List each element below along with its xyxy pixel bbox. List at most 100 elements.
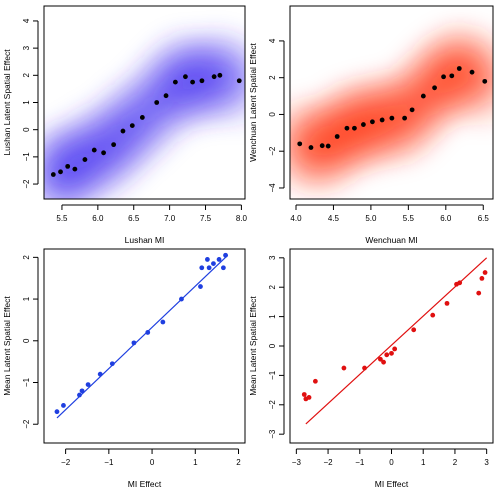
data-point xyxy=(97,371,103,377)
data-point xyxy=(72,166,78,172)
data-point xyxy=(344,125,350,131)
data-point xyxy=(301,392,307,397)
data-point xyxy=(50,172,56,177)
x-tick-label: 1 xyxy=(193,458,198,467)
x-tick-label: 5.0 xyxy=(365,214,377,223)
data-points xyxy=(54,252,228,415)
plot-frame xyxy=(289,5,494,200)
data-point xyxy=(61,403,66,408)
y-axis: −2 −1 0 1 2 3 4 Lushan Latent Spatial Effect xyxy=(2,18,39,189)
y-tick-label: −2 xyxy=(268,400,277,410)
data-point xyxy=(430,312,436,318)
y-axis: −4 −2 0 2 4 Wenchuan Latent Spatial Effect xyxy=(248,38,285,193)
y-tick-label: 2 xyxy=(268,75,277,80)
data-point xyxy=(369,119,375,125)
data-point xyxy=(77,392,82,398)
x-tick-label: 6.5 xyxy=(478,214,490,223)
plot-frame xyxy=(43,248,246,444)
data-point xyxy=(211,74,217,80)
x-tick-label: −3 xyxy=(292,458,302,467)
x-axis-label: MI Effect xyxy=(128,479,162,489)
data-point xyxy=(379,117,385,123)
x-tick-label: 6.5 xyxy=(128,214,140,223)
x-tick-label: 2 xyxy=(236,458,241,467)
x-tick-label: 1 xyxy=(421,458,426,467)
data-point xyxy=(456,66,462,71)
x-tick-label: −1 xyxy=(104,458,114,467)
data-point xyxy=(409,107,415,113)
data-point xyxy=(392,346,398,352)
y-tick-label: 2 xyxy=(22,255,31,260)
panel-bottom-right: −3 −2 −1 0 1 2 3 MI Effect −3 −2 −1 0 1 2 3 Mean Latent… xyxy=(248,248,494,489)
x-tick-label: 5.5 xyxy=(403,214,415,223)
y-tick-label: 4 xyxy=(22,18,31,23)
y-tick-label: −2 xyxy=(268,146,277,156)
x-tick-label: 5.5 xyxy=(56,214,68,223)
data-point xyxy=(308,145,314,150)
x-axis-label: Lushan MI xyxy=(125,235,165,245)
y-tick-label: 0 xyxy=(22,338,31,343)
y-tick-label: −2 xyxy=(22,179,31,189)
data-point xyxy=(384,352,390,358)
data-point xyxy=(139,115,145,120)
y-axis: −2 −1 0 1 2 Mean Latent Spatial Effect xyxy=(2,255,39,429)
data-point xyxy=(389,350,394,356)
y-tick-label: −1 xyxy=(268,370,277,380)
data-point xyxy=(154,100,160,105)
data-point xyxy=(85,382,91,387)
plot-frame xyxy=(289,248,494,444)
data-point xyxy=(432,85,437,91)
data-point xyxy=(82,157,88,162)
x-tick-label: 7.0 xyxy=(164,214,176,223)
data-point xyxy=(111,142,117,148)
data-points xyxy=(301,270,488,402)
data-point xyxy=(381,359,386,365)
data-point xyxy=(206,265,212,271)
data-point xyxy=(476,290,482,296)
y-tick-label: −3 xyxy=(268,429,277,439)
x-axis-label: MI Effect xyxy=(375,479,409,489)
data-point xyxy=(129,123,135,129)
data-point xyxy=(482,78,488,84)
y-tick-label: −1 xyxy=(22,152,31,162)
y-tick-label: 3 xyxy=(22,45,31,50)
x-tick-label: 0 xyxy=(150,458,155,467)
x-axis-label: Wenchuan MI xyxy=(365,235,417,245)
data-point xyxy=(172,79,178,85)
y-tick-label: 3 xyxy=(268,255,277,260)
data-point xyxy=(469,69,475,75)
x-tick-label: 4.0 xyxy=(290,214,302,223)
y-tick-label: 0 xyxy=(268,343,277,348)
x-tick-label: 6.0 xyxy=(440,214,452,223)
data-point xyxy=(179,296,184,302)
y-tick-label: 4 xyxy=(268,38,277,43)
y-tick-label: −4 xyxy=(268,183,277,193)
y-tick-label: 2 xyxy=(268,284,277,289)
data-point xyxy=(479,275,485,281)
density-core xyxy=(468,59,493,104)
data-point xyxy=(120,128,126,134)
data-point xyxy=(297,141,303,147)
y-axis-label: Wenchuan Latent Spatial Effect xyxy=(248,42,258,161)
data-point xyxy=(91,147,97,153)
data-point xyxy=(204,257,210,262)
data-point xyxy=(220,265,226,271)
data-point xyxy=(441,74,446,80)
data-point xyxy=(54,409,60,415)
data-point xyxy=(236,78,242,84)
y-tick-label: 1 xyxy=(22,100,31,105)
data-points xyxy=(50,72,242,177)
x-tick-label: 0 xyxy=(389,458,394,467)
data-point xyxy=(402,115,408,121)
x-axis: 4.0 4.5 5.0 5.5 6.0 6.5 Wenchuan MI xyxy=(290,204,490,245)
data-point xyxy=(312,378,318,384)
plot-frame xyxy=(43,5,246,200)
data-point xyxy=(160,319,166,325)
y-axis-label: Mean Latent Spatial Effect xyxy=(2,296,12,396)
data-point xyxy=(145,330,151,335)
density-cloud xyxy=(290,24,493,192)
panel-bottom-left: −2 −1 0 1 2 MI Effect −2 −1 0 1 2 Mean Latent Spati… xyxy=(2,248,246,489)
data-point xyxy=(449,73,455,79)
data-point xyxy=(420,93,426,99)
data-point xyxy=(101,150,106,156)
